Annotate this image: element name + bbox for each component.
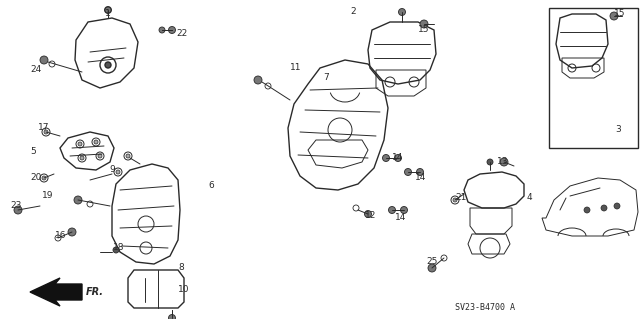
Circle shape <box>105 62 111 68</box>
Text: 23: 23 <box>10 201 21 210</box>
Text: 14: 14 <box>392 153 403 162</box>
Text: 6: 6 <box>208 181 214 189</box>
Text: 7: 7 <box>323 73 329 83</box>
Circle shape <box>168 315 175 319</box>
Circle shape <box>44 130 48 134</box>
Text: 1: 1 <box>105 10 111 19</box>
Text: 8: 8 <box>178 263 184 272</box>
Circle shape <box>417 168 424 175</box>
Circle shape <box>168 26 175 33</box>
Text: 21: 21 <box>455 194 467 203</box>
Circle shape <box>401 206 408 213</box>
Text: 5: 5 <box>30 147 36 157</box>
Text: FR.: FR. <box>86 287 104 297</box>
Polygon shape <box>30 278 82 306</box>
Text: 18: 18 <box>113 243 125 253</box>
Circle shape <box>614 203 620 209</box>
Circle shape <box>78 142 82 146</box>
Circle shape <box>68 228 76 236</box>
Circle shape <box>610 12 618 20</box>
Circle shape <box>383 154 390 161</box>
Text: 12: 12 <box>365 211 376 219</box>
Circle shape <box>126 154 130 158</box>
Bar <box>549 8 638 148</box>
Text: 14: 14 <box>395 213 406 222</box>
Circle shape <box>116 170 120 174</box>
Text: 2: 2 <box>350 8 356 17</box>
Circle shape <box>388 206 396 213</box>
Text: 14: 14 <box>415 174 426 182</box>
Circle shape <box>601 205 607 211</box>
Circle shape <box>399 9 406 16</box>
Circle shape <box>113 247 119 253</box>
Text: 4: 4 <box>527 194 532 203</box>
Circle shape <box>74 196 82 204</box>
Circle shape <box>254 76 262 84</box>
Text: 19: 19 <box>42 190 54 199</box>
Text: 15: 15 <box>614 10 625 19</box>
Text: 3: 3 <box>615 125 621 135</box>
Circle shape <box>404 168 412 175</box>
Text: 9: 9 <box>109 166 115 174</box>
Text: 24: 24 <box>30 65 41 75</box>
Text: 16: 16 <box>55 231 67 240</box>
Circle shape <box>80 156 84 160</box>
Circle shape <box>105 7 111 13</box>
Text: 17: 17 <box>38 123 49 132</box>
Circle shape <box>365 211 371 218</box>
Text: 22: 22 <box>176 29 188 39</box>
Circle shape <box>159 27 165 33</box>
Circle shape <box>584 207 590 213</box>
Text: 10: 10 <box>178 286 189 294</box>
Circle shape <box>14 206 22 214</box>
Circle shape <box>487 159 493 165</box>
Circle shape <box>104 6 111 13</box>
Text: 25: 25 <box>426 257 437 266</box>
Circle shape <box>500 158 508 166</box>
Circle shape <box>40 56 48 64</box>
Circle shape <box>394 154 401 161</box>
Text: 20: 20 <box>30 174 42 182</box>
Circle shape <box>98 154 102 158</box>
Circle shape <box>453 198 457 202</box>
Circle shape <box>94 140 98 144</box>
Circle shape <box>420 20 428 28</box>
Text: SV23-B4700 A: SV23-B4700 A <box>455 303 515 313</box>
Text: 13: 13 <box>497 158 509 167</box>
Text: 15: 15 <box>418 26 429 34</box>
Text: 11: 11 <box>290 63 301 72</box>
Circle shape <box>42 176 46 180</box>
Circle shape <box>428 264 436 272</box>
